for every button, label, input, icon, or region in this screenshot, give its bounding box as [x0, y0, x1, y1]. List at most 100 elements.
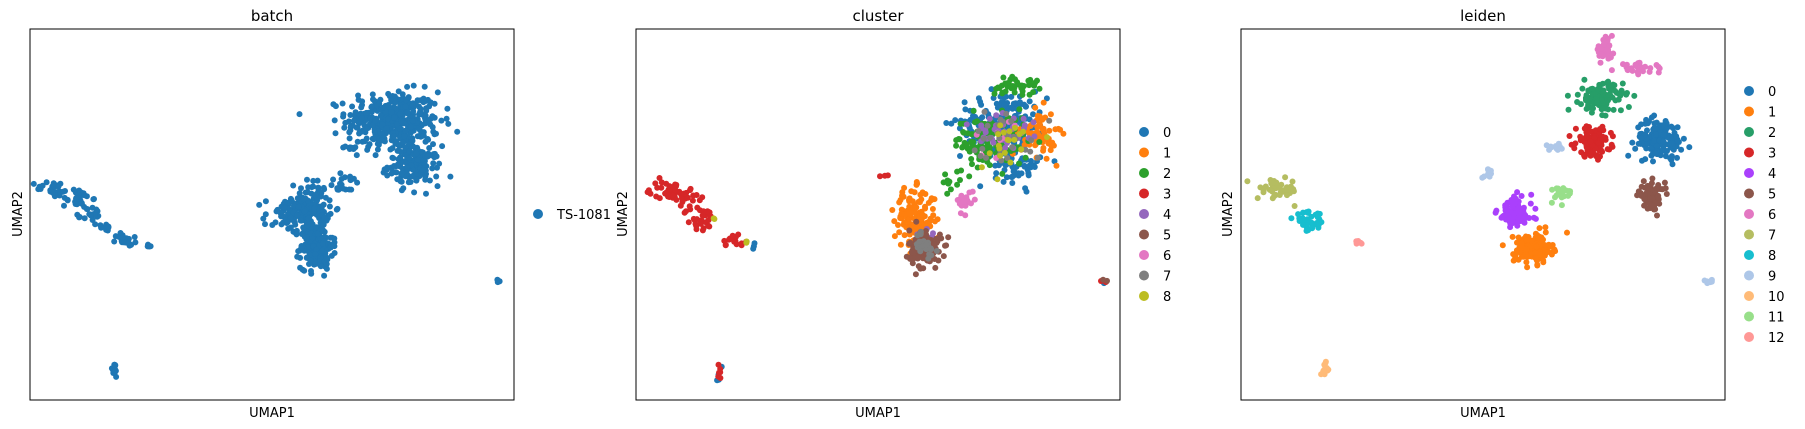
- data-point: [1581, 152, 1588, 159]
- data-point: [990, 139, 997, 146]
- data-point: [916, 199, 923, 206]
- data-point: [328, 182, 335, 189]
- data-point: [410, 108, 417, 115]
- data-point: [919, 255, 926, 262]
- data-point: [1668, 140, 1675, 147]
- data-point: [971, 147, 978, 154]
- data-point: [1561, 193, 1567, 200]
- data-point: [980, 135, 987, 142]
- scatter-points: [1244, 32, 1715, 378]
- legend-label: 8: [1768, 249, 1776, 264]
- data-point: [390, 133, 397, 140]
- x-axis-label: UMAP1: [855, 406, 901, 421]
- data-point: [1656, 200, 1663, 207]
- data-point: [273, 208, 280, 215]
- data-point: [121, 239, 128, 246]
- data-point: [392, 99, 399, 105]
- data-point: [1040, 99, 1047, 106]
- data-point: [931, 241, 938, 248]
- data-point: [404, 83, 411, 90]
- data-point: [326, 203, 333, 210]
- data-point: [1486, 173, 1493, 180]
- data-point: [294, 195, 301, 202]
- data-point: [909, 260, 916, 267]
- data-point: [913, 179, 920, 185]
- data-point: [1651, 137, 1657, 144]
- data-point: [1002, 144, 1009, 151]
- scatter-points: [30, 82, 503, 380]
- data-point: [1644, 120, 1651, 127]
- data-point: [1028, 158, 1034, 164]
- data-point: [997, 122, 1004, 129]
- legend-label: 11: [1768, 311, 1785, 326]
- data-point: [1528, 191, 1535, 198]
- data-point: [1655, 182, 1662, 188]
- data-point: [673, 183, 679, 190]
- legend-label: 12: [1768, 331, 1785, 346]
- data-point: [1524, 264, 1531, 271]
- data-point: [279, 212, 286, 219]
- data-point: [993, 170, 1000, 177]
- data-point: [260, 215, 267, 222]
- y-axis-label: UMAP2: [11, 191, 26, 237]
- data-point: [347, 173, 354, 180]
- data-point: [945, 234, 952, 241]
- data-point: [1553, 185, 1560, 192]
- data-point: [354, 138, 361, 145]
- data-point: [966, 173, 973, 180]
- plot-frame: [29, 28, 515, 401]
- data-point: [1595, 139, 1602, 146]
- data-point: [929, 206, 936, 212]
- data-point: [891, 218, 898, 225]
- data-point: [282, 198, 288, 205]
- data-point: [1631, 92, 1638, 99]
- data-point: [313, 246, 320, 253]
- scatter-points: [644, 73, 1110, 384]
- data-point: [1046, 127, 1053, 134]
- data-point: [751, 240, 758, 247]
- data-point: [111, 238, 118, 245]
- data-point: [402, 144, 409, 151]
- data-point: [64, 197, 71, 204]
- data-point: [1660, 131, 1667, 138]
- data-point: [1649, 175, 1656, 182]
- data-point: [340, 111, 347, 118]
- data-point: [1662, 185, 1669, 192]
- data-point: [337, 170, 344, 177]
- data-point: [1300, 209, 1306, 216]
- data-point: [1017, 99, 1023, 106]
- legend-label: TS-1081: [556, 208, 611, 223]
- data-point: [320, 221, 327, 228]
- data-point: [1030, 111, 1036, 118]
- data-point: [922, 228, 929, 234]
- data-point: [296, 111, 303, 118]
- data-point: [294, 212, 301, 218]
- data-point: [1502, 202, 1509, 209]
- data-point: [430, 160, 437, 167]
- data-point: [447, 173, 454, 180]
- data-point: [1660, 122, 1666, 129]
- data-point: [1036, 139, 1043, 145]
- data-point: [1291, 203, 1298, 209]
- data-point: [445, 120, 452, 127]
- data-point: [91, 196, 97, 202]
- data-point: [1016, 106, 1023, 113]
- data-point: [1584, 146, 1591, 153]
- data-point: [376, 100, 383, 107]
- data-point: [1276, 184, 1283, 191]
- data-point: [1515, 234, 1522, 241]
- data-point: [1572, 140, 1579, 147]
- data-point: [1558, 202, 1565, 209]
- data-point: [342, 143, 349, 150]
- data-point: [1669, 161, 1676, 168]
- data-point: [1652, 125, 1659, 132]
- data-point: [952, 117, 959, 124]
- legend-marker: [1139, 209, 1149, 219]
- data-point: [1587, 138, 1594, 145]
- data-point: [917, 265, 924, 272]
- data-point: [1509, 233, 1516, 240]
- data-point: [281, 204, 288, 211]
- data-point: [301, 267, 308, 274]
- data-point: [112, 362, 119, 369]
- data-point: [957, 177, 963, 183]
